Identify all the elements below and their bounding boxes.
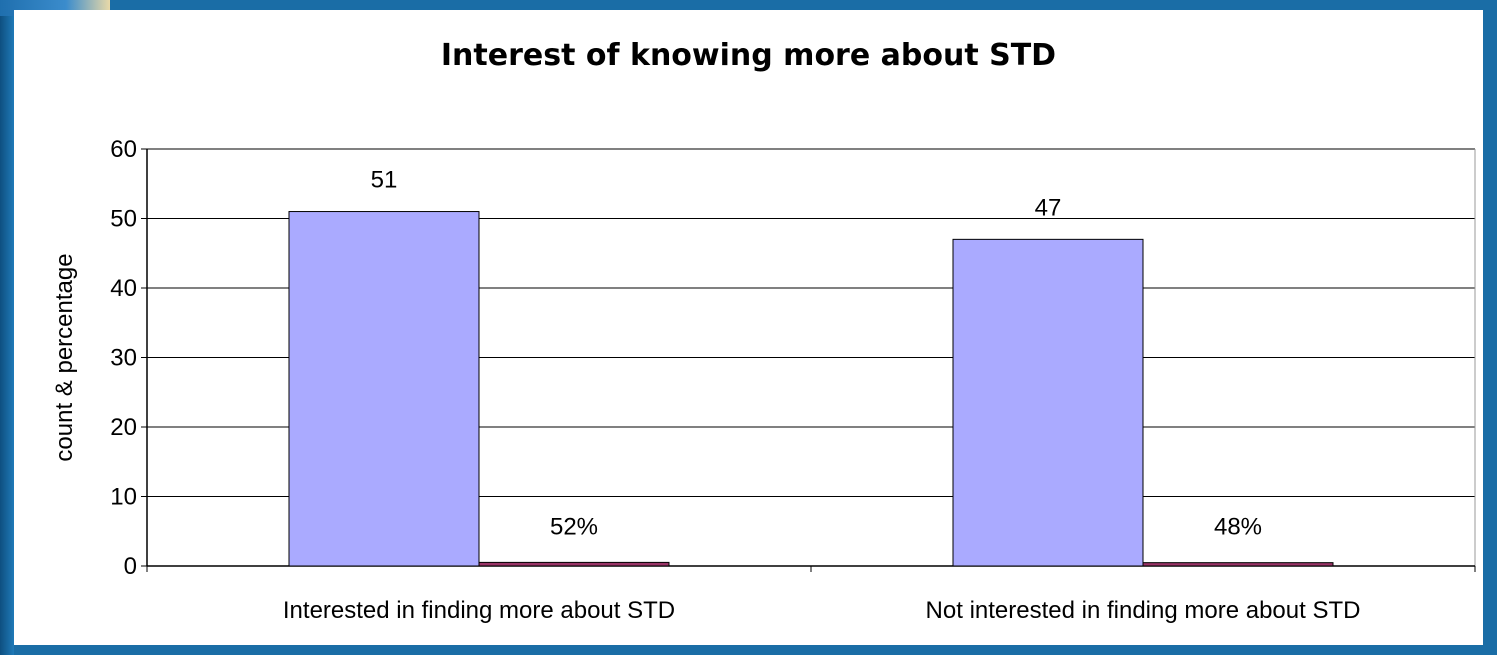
x-category-label: Not interested in finding more about STD — [926, 597, 1361, 624]
data-label: 51 — [371, 167, 398, 194]
bar — [478, 561, 670, 567]
labels: 51 52% Interested in finding more about ST… — [283, 167, 1361, 624]
x-category-label: Interested in finding more about STD — [283, 597, 675, 624]
bar-chart: 0 10 20 30 40 50 60 count & percentage 51 52% Int… — [51, 136, 1476, 624]
y-tick-label: 20 — [110, 414, 137, 441]
bar — [1142, 562, 1334, 567]
y-tick-label: 0 — [124, 553, 137, 580]
bars — [288, 211, 1334, 567]
y-tick-label: 60 — [110, 136, 137, 163]
y-tick-label: 50 — [110, 206, 137, 233]
data-label: 47 — [1035, 194, 1062, 221]
bar — [952, 238, 1144, 567]
chart-panel: Interest of knowing more about STD 0 10 20… — [14, 10, 1483, 645]
y-tick-label: 30 — [110, 345, 137, 372]
y-axis-label: count & percentage — [51, 253, 78, 461]
y-tick-label: 10 — [110, 484, 137, 511]
data-label: 52% — [550, 513, 598, 540]
chart-title: Interest of knowing more about STD — [440, 38, 1057, 73]
y-tick-label: 40 — [110, 275, 137, 302]
data-label: 48% — [1214, 514, 1262, 541]
bar — [288, 211, 480, 567]
left-frame-bar — [0, 0, 14, 655]
